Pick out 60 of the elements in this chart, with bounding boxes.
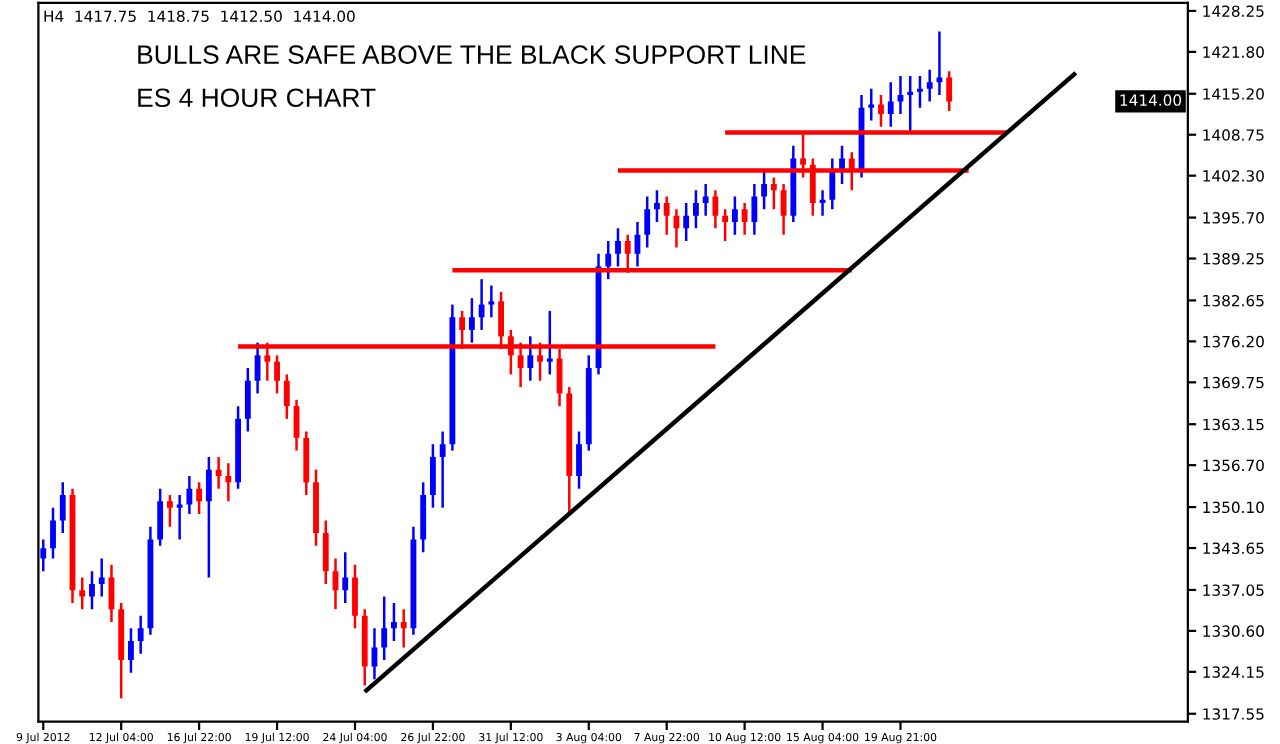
candlestick [225, 462, 232, 503]
candlestick [420, 481, 427, 554]
candlestick [829, 157, 836, 211]
candlestick [400, 608, 407, 649]
candlestick [166, 493, 173, 529]
text: ES 4 HOUR CHART [138, 88, 376, 108]
candlestick [391, 601, 397, 643]
candlestick [342, 550, 349, 605]
candlestick [205, 455, 212, 579]
candlestick [381, 595, 388, 662]
candlestick [926, 68, 933, 103]
candlestick [157, 487, 164, 548]
candlestick [887, 81, 894, 129]
candlestick [274, 354, 280, 395]
candlestick [546, 309, 553, 376]
candlestick [731, 195, 738, 236]
candlestick [780, 182, 787, 236]
candlestick [322, 519, 329, 586]
candlestick [50, 506, 56, 560]
candlestick [615, 227, 621, 268]
candlestick [59, 481, 66, 535]
candlestick [186, 474, 193, 516]
candlestick [196, 481, 203, 516]
candlestick [946, 69, 953, 113]
candlestick [712, 189, 719, 230]
candlestick [176, 493, 183, 541]
candlestick [605, 239, 612, 281]
candlestick [89, 569, 95, 611]
candlestick [98, 557, 105, 598]
candlestick [702, 182, 709, 217]
text: BULLS ARE SAFE ABOVE THE BLACK SUPPORT LINE [138, 45, 806, 64]
candlestick [663, 195, 670, 236]
candlestick [429, 442, 436, 509]
candlestick [215, 455, 222, 490]
candlestick [654, 189, 660, 224]
candlestick [283, 373, 290, 421]
candlestick [761, 169, 768, 211]
candlestick [751, 182, 758, 236]
candlestick [79, 576, 86, 611]
candlestick [576, 430, 582, 490]
candlestick [137, 614, 144, 655]
candlestick [683, 201, 690, 243]
candlestick [770, 176, 777, 211]
candlestick [907, 74, 914, 135]
candlestick [722, 208, 729, 243]
candlestick [488, 284, 495, 319]
candlestick [527, 335, 534, 382]
candlestick [478, 277, 485, 332]
candlestick [868, 87, 875, 122]
candlestick [352, 563, 358, 630]
candlestick [741, 201, 748, 236]
candlestick [439, 430, 446, 509]
candlestick [468, 296, 475, 344]
candlestick [693, 189, 699, 230]
candlestick [128, 627, 134, 675]
candlestick [40, 538, 47, 573]
candlestick [644, 195, 651, 249]
candlestick [917, 74, 923, 109]
candlestick [244, 366, 251, 433]
candlestick [303, 430, 310, 497]
